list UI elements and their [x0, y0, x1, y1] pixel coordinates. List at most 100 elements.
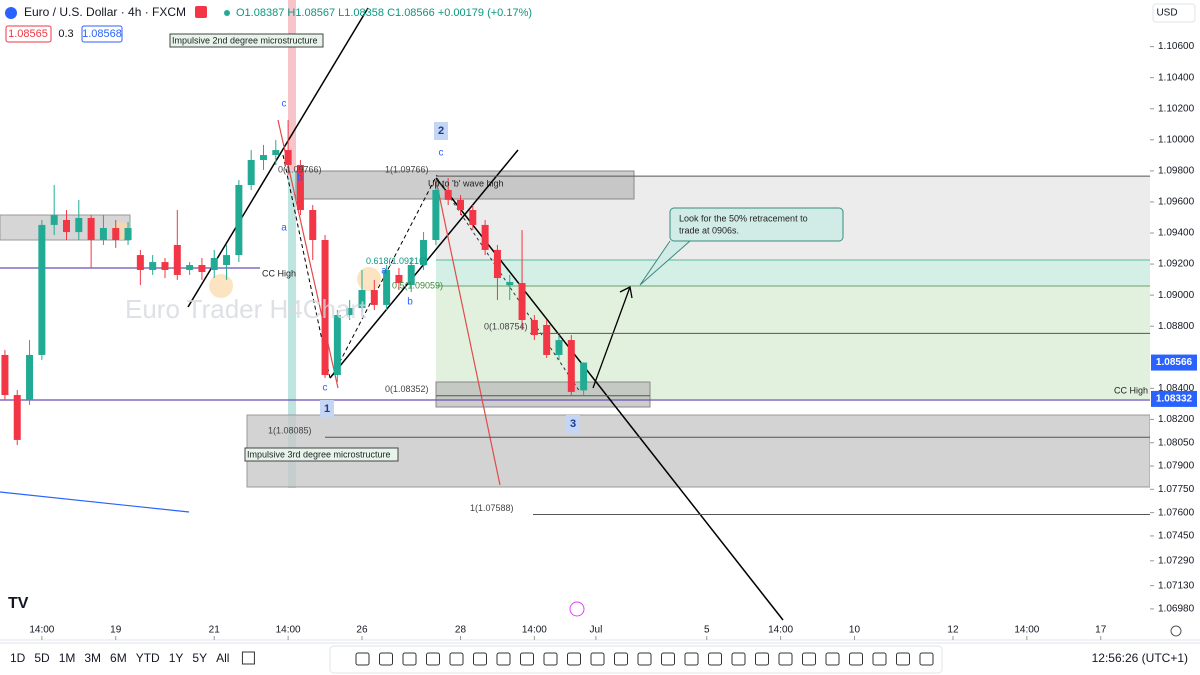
tool-icon[interactable]	[473, 652, 487, 666]
candle-body	[173, 244, 181, 275]
range-button[interactable]: 5D	[34, 651, 50, 665]
candle-body	[13, 395, 21, 440]
tool-icon[interactable]	[802, 652, 816, 666]
time-strip	[288, 172, 296, 488]
level-label: 1(1.09766)	[385, 165, 429, 175]
level-label: 0.5(1.09059)	[392, 280, 443, 290]
tool-icon[interactable]	[426, 652, 440, 666]
watermark: Euro Trader H4Chart	[125, 294, 367, 324]
candle-body	[272, 150, 280, 156]
candle-body	[518, 283, 526, 320]
candle-body	[161, 262, 169, 270]
candle-body	[543, 324, 551, 355]
candle-body	[284, 150, 292, 165]
candle-body	[149, 262, 157, 270]
tool-icon[interactable]	[449, 652, 464, 666]
tool-icon[interactable]	[684, 652, 699, 666]
tool-icon[interactable]	[402, 652, 417, 666]
tool-icon[interactable]	[614, 652, 628, 666]
range-button[interactable]: 1Y	[169, 651, 184, 665]
candle-body	[383, 269, 391, 305]
candle-body	[38, 224, 46, 355]
wave-count-box	[320, 400, 334, 418]
range-button[interactable]: YTD	[136, 651, 160, 665]
candle-body	[346, 308, 354, 316]
y-tick-label: 1.10000	[1158, 134, 1195, 145]
candle-body	[210, 258, 218, 270]
level-label: 0(1.09766)	[278, 165, 322, 175]
wave-label: c	[439, 148, 444, 159]
y-tick-label: 1.06980	[1158, 604, 1195, 615]
candle-body	[309, 210, 317, 240]
tool-icon[interactable]	[496, 652, 511, 666]
price-tag	[1151, 354, 1197, 371]
candle-body	[432, 189, 440, 240]
tool-icon[interactable]	[590, 652, 605, 666]
tool-icon[interactable]	[919, 652, 934, 666]
candle-body	[186, 265, 194, 270]
range-button[interactable]: All	[216, 651, 229, 665]
candles	[1, 119, 588, 446]
x-tick-label: Jul	[590, 625, 603, 636]
tool-icon[interactable]	[849, 652, 863, 666]
y-tick-label: 1.08400	[1158, 383, 1195, 394]
x-tick-label: 10	[849, 625, 861, 636]
tool-icon[interactable]	[520, 652, 534, 666]
wave-count-box	[566, 415, 580, 433]
callout	[669, 207, 844, 242]
currency-box[interactable]	[1152, 3, 1196, 23]
note-box	[244, 447, 399, 462]
tool-icon[interactable]	[825, 652, 840, 666]
candle-body	[87, 217, 95, 240]
logo: TV	[8, 595, 29, 612]
settings-icon[interactable]	[1170, 625, 1182, 637]
highlight	[209, 274, 233, 298]
calendar-icon[interactable]	[241, 651, 255, 665]
price-axis	[1150, 0, 1200, 640]
candle-body	[395, 274, 403, 284]
range-button[interactable]: 1D	[10, 651, 26, 665]
candle-body	[333, 315, 341, 375]
tool-icon[interactable]	[872, 652, 887, 666]
x-tick-label: 17	[1095, 625, 1107, 636]
price-tag-label: 1.08566	[1156, 357, 1193, 368]
tool-icon[interactable]	[755, 652, 769, 666]
ask-box[interactable]	[81, 25, 123, 43]
note: CC High	[262, 268, 296, 278]
x-tick-label: 14:00	[522, 625, 547, 636]
range-button[interactable]: 3M	[84, 651, 101, 665]
x-tick-label: 14:00	[768, 625, 793, 636]
wave-count: 2	[438, 125, 444, 137]
tool-icon[interactable]	[637, 652, 652, 666]
candle-body	[358, 290, 366, 309]
tool-icon[interactable]	[355, 652, 370, 666]
tool-icon[interactable]	[708, 652, 722, 666]
tool-icon[interactable]	[567, 652, 581, 666]
tool-icon[interactable]	[731, 652, 746, 666]
wave-label: b	[297, 173, 303, 184]
candle-body	[555, 340, 563, 355]
candle-body	[124, 228, 132, 240]
x-tick-label: 21	[209, 625, 221, 636]
y-tick-label: 1.07750	[1158, 484, 1195, 495]
wave-count: 1	[324, 403, 330, 415]
tool-icon[interactable]	[778, 652, 793, 666]
y-tick-label: 1.07450	[1158, 531, 1195, 542]
candle-body	[296, 164, 304, 211]
candle-body	[62, 219, 70, 233]
tool-icon[interactable]	[661, 652, 675, 666]
bid-box[interactable]	[5, 25, 52, 43]
spread: 0.3	[58, 28, 73, 40]
tool-icon[interactable]	[896, 652, 910, 666]
trend-line	[435, 177, 784, 621]
bid: 1.08565	[8, 28, 48, 40]
wave-label: a	[381, 266, 387, 277]
tool-icon[interactable]	[543, 652, 558, 666]
range-button[interactable]: 1M	[59, 651, 76, 665]
range-button[interactable]: 5Y	[192, 651, 207, 665]
tool-icon[interactable]	[379, 652, 393, 666]
candle-body	[580, 362, 588, 391]
range-button[interactable]: 6M	[110, 651, 127, 665]
market-status	[224, 10, 230, 16]
candle-body	[1, 354, 9, 396]
